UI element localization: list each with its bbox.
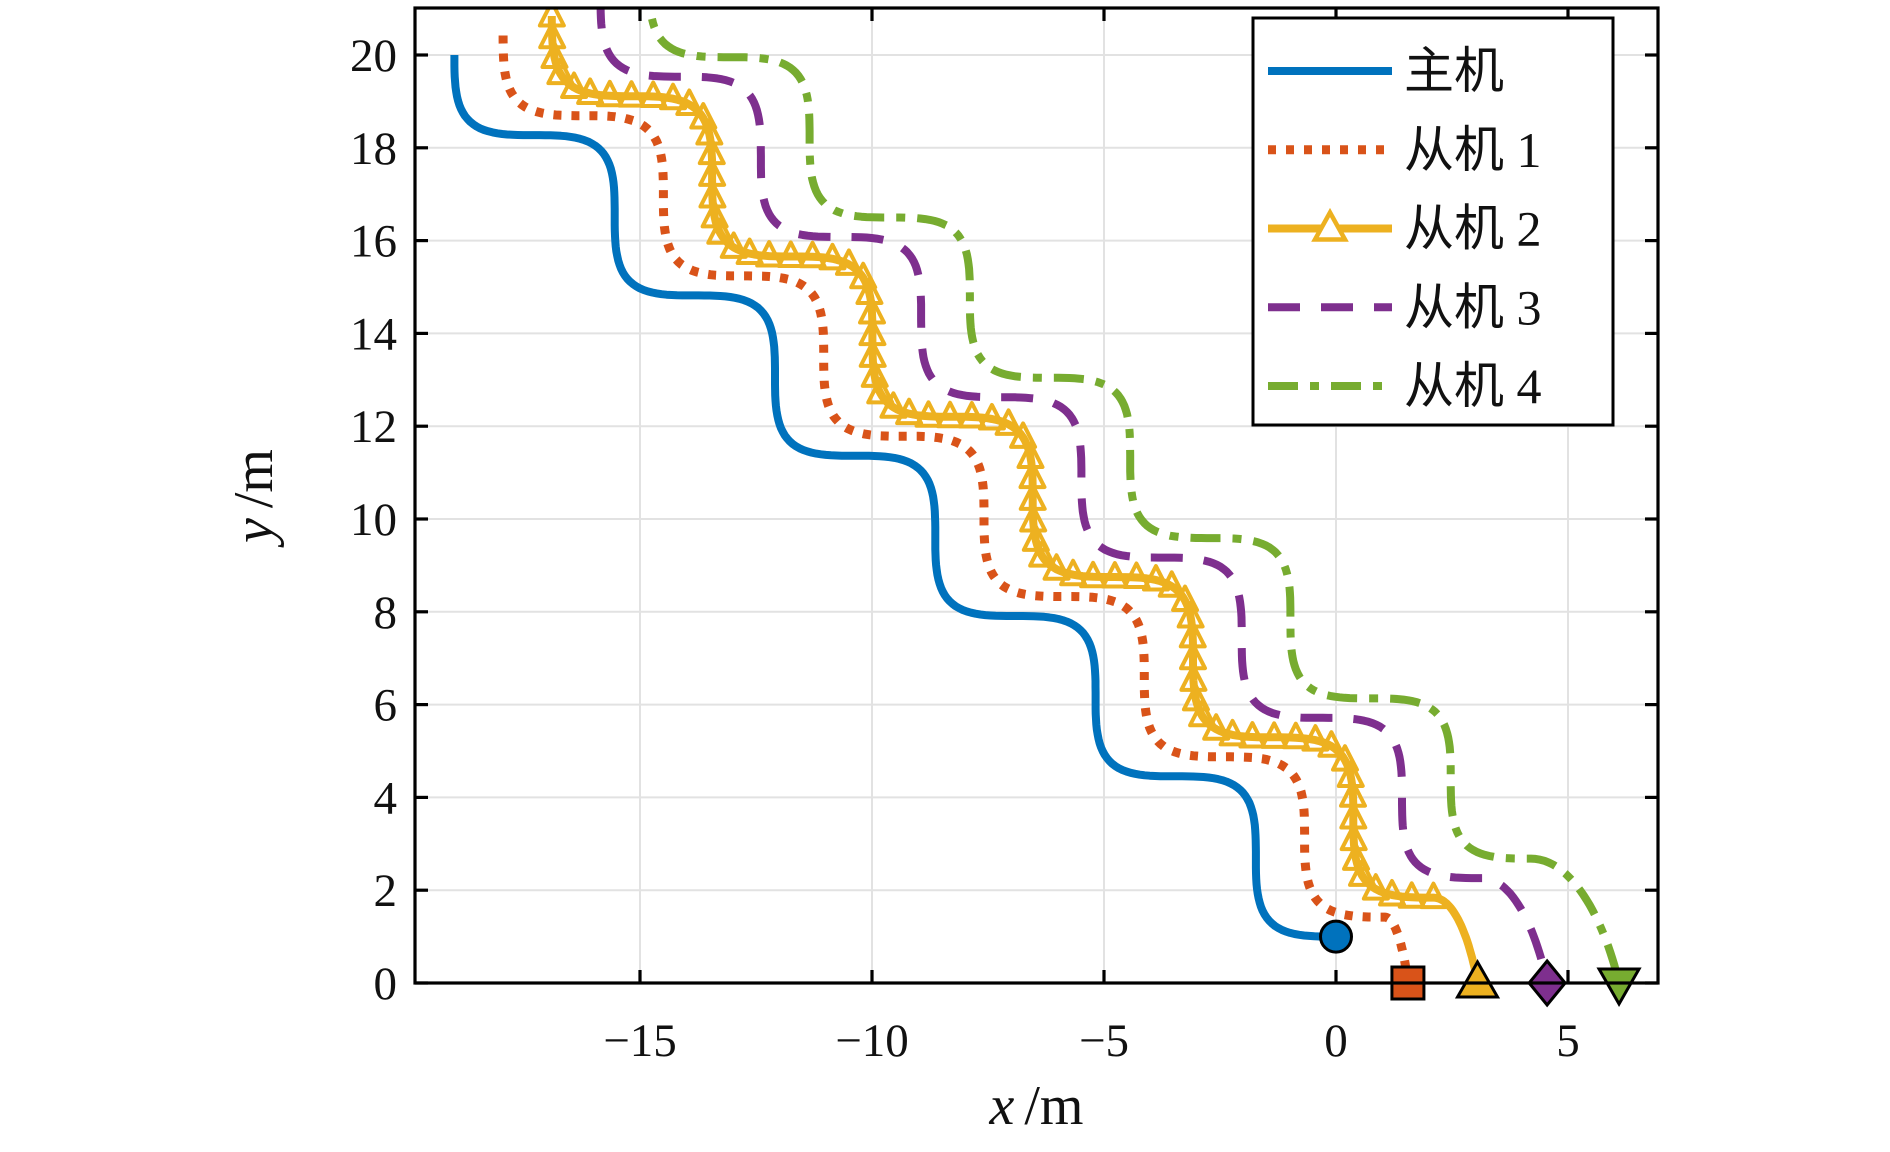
x-axis-label: x/m: [989, 1075, 1084, 1137]
legend-entry-3: 从机 3: [1268, 279, 1542, 335]
y-tick-label: 8: [374, 587, 398, 639]
y-axis-label: y/m: [223, 449, 285, 548]
x-tick-label: 5: [1556, 1015, 1580, 1067]
legend-label: 从机 1: [1404, 122, 1542, 178]
y-tick-label: 20: [350, 30, 397, 82]
legend-entry-2: 从机 2: [1268, 201, 1542, 257]
legend-label: 从机 2: [1404, 201, 1542, 257]
series-follower-2: [537, 8, 1482, 983]
legend-label: 从机 3: [1404, 279, 1542, 335]
x-tick-label: 0: [1324, 1015, 1348, 1067]
y-tick-label: 6: [374, 680, 398, 732]
triangle-up-end-marker-2: [1454, 958, 1501, 999]
legend-entry-1: 从机 1: [1268, 122, 1542, 178]
series-leader: [450, 55, 1336, 941]
tick-marks: [415, 8, 1658, 985]
y-tick-label: 0: [374, 958, 398, 1010]
y-tick-label: 2: [374, 865, 398, 917]
legend-label: 从机 4: [1404, 358, 1542, 414]
x-tick-label: −10: [835, 1015, 909, 1067]
circle-end-marker-0: [1319, 919, 1353, 954]
x-tick-label: −5: [1079, 1015, 1129, 1067]
y-tick-label: 10: [350, 494, 397, 546]
trajectories: [450, 8, 1623, 983]
legend-entry-0: 主机: [1268, 43, 1504, 99]
end-markers: [1319, 919, 1642, 1008]
legend-entry-4: 从机 4: [1268, 358, 1542, 414]
legend-label: 主机: [1404, 43, 1504, 99]
legend-triangle-marker: [1311, 207, 1349, 242]
series-follower-1: [498, 35, 1413, 983]
x-tick-label: −15: [603, 1015, 677, 1067]
y-tick-label: 12: [350, 401, 397, 453]
path-triangle-markers: [537, 8, 1448, 910]
series-follower-3: [596, 8, 1552, 983]
y-tick-label: 14: [350, 308, 397, 360]
axes-frame: [413, 6, 1660, 985]
y-tick-label: 16: [350, 216, 397, 268]
triangle-down-end-marker-4: [1596, 967, 1642, 1008]
y-tick-label: 4: [374, 772, 398, 824]
legend-box: [1251, 16, 1615, 427]
y-tick-label: 18: [350, 123, 397, 175]
tick-labels: −15 −10 −5 0 5 0 2 4 6 8 10 12 14 16 18 20: [350, 30, 1580, 1067]
series-follower-4: [646, 8, 1623, 983]
